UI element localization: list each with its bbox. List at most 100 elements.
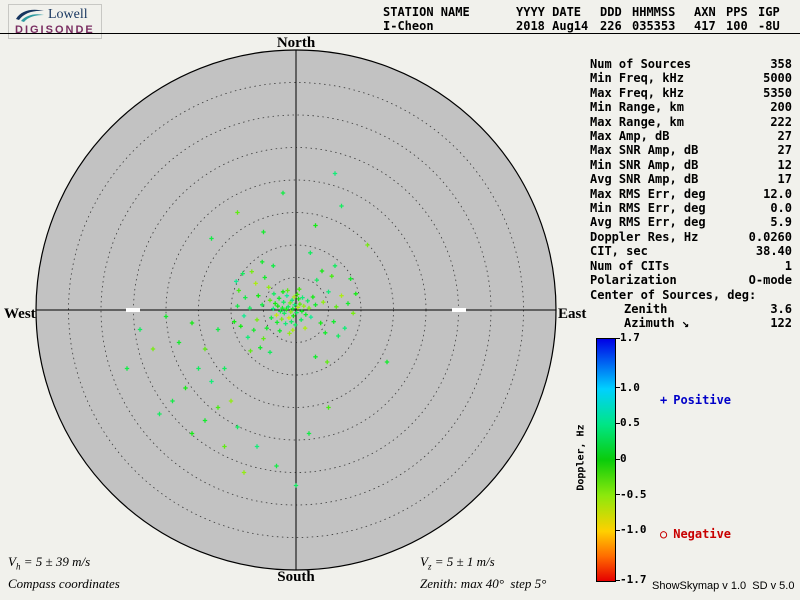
- scatter-point: [299, 317, 304, 322]
- compass-north-label: North: [277, 35, 316, 51]
- scatter-point: [313, 223, 318, 228]
- scatter-point: [202, 346, 208, 352]
- compass-south-label: South: [277, 569, 315, 585]
- scatter-point: [295, 305, 301, 310]
- scatter-point: [163, 314, 169, 319]
- scatter-point: [290, 327, 295, 333]
- scatter-point: [314, 277, 319, 283]
- stat-row: Min RMS Err, deg 0.0: [590, 201, 792, 216]
- stat-row: Min Freq, kHz 5000: [590, 71, 792, 86]
- scatter-point: [258, 345, 263, 350]
- logo-lowell-text: Lowell: [48, 7, 88, 22]
- stat-row: Avg RMS Err, deg 5.9: [590, 215, 792, 230]
- scatter-point: [189, 431, 195, 436]
- scatter-point: [305, 298, 310, 304]
- scatter-point: [274, 313, 279, 318]
- scatter-point: [276, 296, 282, 301]
- scatter-point: [222, 444, 227, 449]
- stat-row: Azimuth ↘ 122: [624, 316, 792, 331]
- scatter-point: [243, 295, 248, 300]
- scatter-point: [284, 307, 289, 312]
- scatter-point: [261, 336, 266, 341]
- scatter-point: [313, 302, 318, 307]
- compass-east-label: East: [558, 306, 586, 322]
- scatter-point: [261, 229, 266, 235]
- colorbar-tick-mark: [615, 458, 620, 460]
- scatter-point: [280, 305, 285, 311]
- colorbar-tick-mark: [615, 387, 620, 389]
- scatter-point: [332, 263, 338, 268]
- scatter-point: [248, 348, 253, 354]
- scatter-point: [271, 263, 276, 268]
- scatter-point: [277, 328, 282, 333]
- scatter-point: [267, 350, 273, 355]
- scatter-point: [209, 236, 214, 241]
- scatter-point: [262, 275, 267, 280]
- stat-row: Max Freq, kHz 5350: [590, 85, 792, 100]
- scatter-point: [281, 300, 286, 305]
- stat-row: Max SNR Amp, dB 27: [590, 143, 792, 158]
- horizontal-velocity-label: Vh = 5 ± 39 m/s: [8, 554, 91, 572]
- header-col-station-name: STATION NAME I-Cheon: [383, 5, 470, 33]
- scatter-point: [286, 315, 292, 320]
- scatter-point: [189, 320, 195, 326]
- scatter-point: [353, 291, 358, 296]
- scatter-point: [332, 171, 338, 176]
- scatter-point: [183, 385, 188, 391]
- scatter-point: [293, 322, 298, 328]
- scatter-point: [318, 320, 323, 326]
- scatter-point: [313, 354, 318, 359]
- scatter-point: [222, 366, 227, 371]
- stat-row: Doppler Res, Hz 0.0260: [590, 229, 792, 244]
- scatter-point: [295, 292, 300, 297]
- scatter-point: [292, 302, 297, 307]
- source-points: [124, 171, 390, 488]
- plus-marker-icon: +: [660, 393, 668, 407]
- legend-negative-label: Negative: [673, 527, 732, 541]
- scatter-point: [269, 315, 274, 320]
- scatter-point: [300, 295, 305, 300]
- header-col-hhmmss: HHMMSS 035353: [632, 5, 676, 33]
- scatter-point: [228, 398, 234, 404]
- scatter-point: [267, 298, 273, 303]
- scatter-point: [291, 294, 297, 300]
- axis-white-tick-west: [126, 308, 140, 312]
- colorbar-tick-mark: [615, 337, 620, 339]
- scatter-point: [282, 311, 287, 316]
- scatter-point: [124, 366, 130, 371]
- doppler-colorbar: [596, 338, 616, 582]
- colorbar-tick-label: -1.7: [620, 573, 647, 586]
- scatter-point: [271, 306, 276, 311]
- scatter-point: [274, 320, 280, 325]
- scatter-point: [287, 331, 292, 336]
- scatter-point: [235, 303, 240, 309]
- scatter-point: [289, 298, 295, 303]
- scatter-point: [288, 309, 293, 315]
- stat-row: Max RMS Err, deg 12.0: [590, 186, 792, 201]
- scatter-point: [284, 293, 290, 298]
- scatter-point: [287, 300, 293, 306]
- scatter-point: [245, 335, 251, 340]
- scatter-point: [336, 333, 341, 339]
- scatter-point: [234, 279, 239, 284]
- scatter-point: [202, 418, 208, 423]
- scatter-point: [291, 313, 296, 319]
- scatter-point: [319, 268, 325, 274]
- scatter-point: [339, 293, 344, 298]
- scatter-point: [236, 288, 241, 293]
- scatter-point: [334, 304, 339, 309]
- colorbar-tick-label: -1.0: [620, 523, 647, 537]
- scatter-point: [299, 309, 305, 314]
- measurement-stats-panel: Num of Sources 358 Min Freq, kHz 5000 Max Fr…: [590, 57, 792, 331]
- colorbar-title: Doppler, Hz: [575, 424, 587, 491]
- axis-white-tick-east: [452, 308, 466, 312]
- stat-row: Max Range, km 222: [590, 114, 792, 129]
- legend-negative: ○ Negative: [660, 527, 731, 541]
- scatter-point: [235, 210, 240, 215]
- scatter-point: [279, 316, 284, 322]
- header-col-pps: PPS 100: [726, 5, 748, 33]
- stat-row: Min SNR Amp, dB 12: [590, 157, 792, 172]
- scatter-point: [384, 359, 390, 365]
